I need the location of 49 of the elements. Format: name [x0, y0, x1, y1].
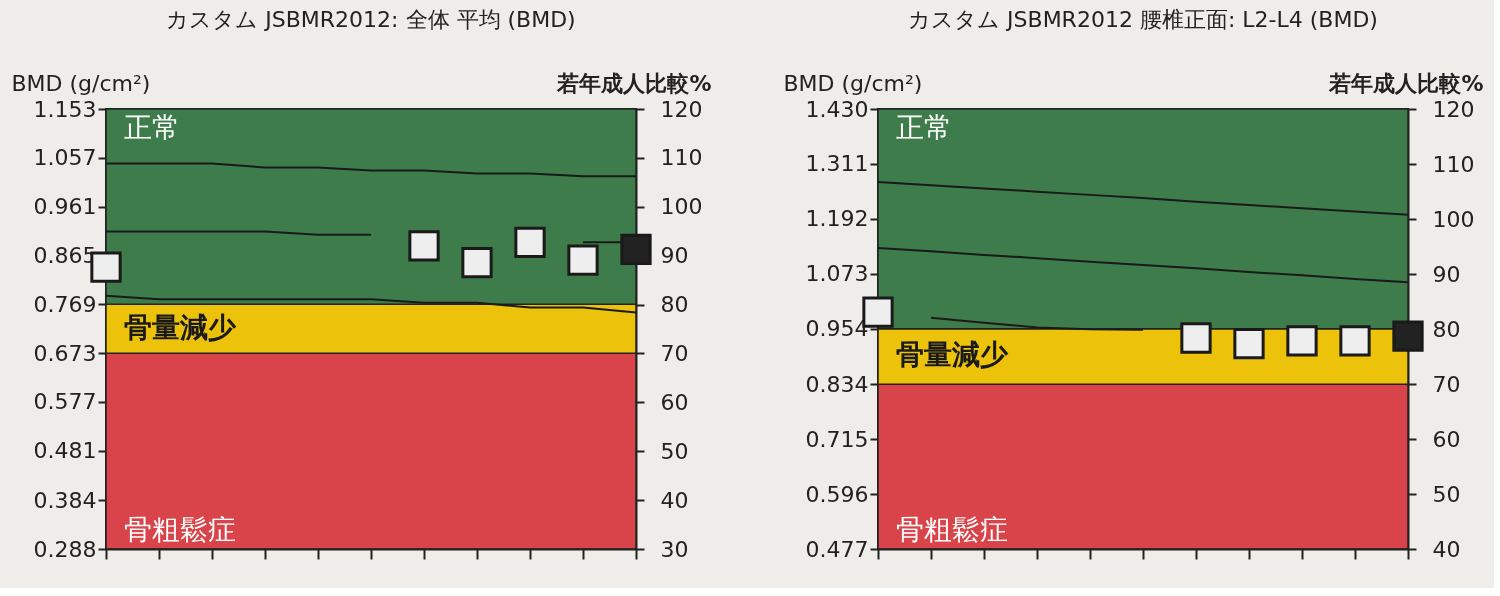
y2-tick-label: 100: [1432, 206, 1475, 232]
y2-tick-label: 70: [660, 340, 689, 366]
y-tick-label: 1.073: [805, 261, 869, 287]
y2-tick-label: 110: [1432, 151, 1475, 177]
y2-tick-label: 60: [660, 389, 689, 415]
y2-tick-label: 50: [1432, 481, 1461, 507]
y-tick-label: 0.673: [33, 340, 97, 366]
y-tick-label: 1.153: [33, 96, 97, 122]
y2-tick-label: 70: [1432, 371, 1461, 397]
y2-tick-label: 80: [1432, 316, 1461, 342]
y2-tick-label: 120: [1432, 96, 1475, 122]
y-tick-label: 1.192: [805, 206, 869, 232]
y-tick-label: 0.769: [33, 291, 97, 317]
band-label: 正常: [896, 111, 952, 144]
y-tick-label: 0.477: [805, 536, 869, 562]
chart-title: カスタム JSBMR2012 腰椎正面: L2-L4 (BMD): [908, 7, 1378, 32]
y2-axis-title: 若年成人比較%: [1328, 70, 1484, 96]
y2-tick-label: 50: [660, 438, 689, 464]
y2-tick-label: 40: [1432, 536, 1461, 562]
y-axis-title: BMD (g/cm²): [783, 70, 923, 96]
y-tick-label: 1.311: [805, 151, 869, 177]
y-axis-title: BMD (g/cm²): [11, 70, 151, 96]
y2-tick-label: 90: [1432, 261, 1461, 287]
y-tick-label: 0.596: [805, 481, 869, 507]
band-label: 骨量減少: [124, 310, 237, 344]
band-label: 骨粗鬆症: [124, 513, 236, 546]
y-tick-label: 0.288: [33, 536, 97, 562]
y-tick-label: 0.577: [33, 389, 97, 415]
y-tick-label: 0.834: [805, 371, 869, 397]
y2-tick-label: 100: [660, 194, 703, 220]
y2-tick-label: 90: [660, 243, 689, 269]
y-tick-label: 0.715: [805, 426, 869, 452]
y2-tick-label: 120: [660, 96, 703, 122]
y-tick-label: 0.384: [33, 487, 97, 513]
band-label: 骨粗鬆症: [896, 513, 1008, 546]
y-tick-label: 1.430: [805, 96, 869, 122]
y-tick-label: 1.057: [33, 145, 97, 171]
y-tick-label: 0.481: [33, 438, 97, 464]
band-label: 骨量減少: [896, 338, 1009, 372]
y-tick-label: 0.954: [805, 316, 869, 342]
y2-tick-label: 40: [660, 487, 689, 513]
y2-axis-title: 若年成人比較%: [556, 70, 712, 96]
y2-tick-label: 110: [660, 145, 703, 171]
band-label: 正常: [124, 111, 180, 144]
y2-tick-label: 60: [1432, 426, 1461, 452]
y2-tick-label: 30: [660, 536, 689, 562]
y-tick-label: 0.961: [33, 194, 97, 220]
y2-tick-label: 80: [660, 292, 689, 318]
chart-title: カスタム JSBMR2012: 全体 平均 (BMD): [166, 7, 576, 32]
